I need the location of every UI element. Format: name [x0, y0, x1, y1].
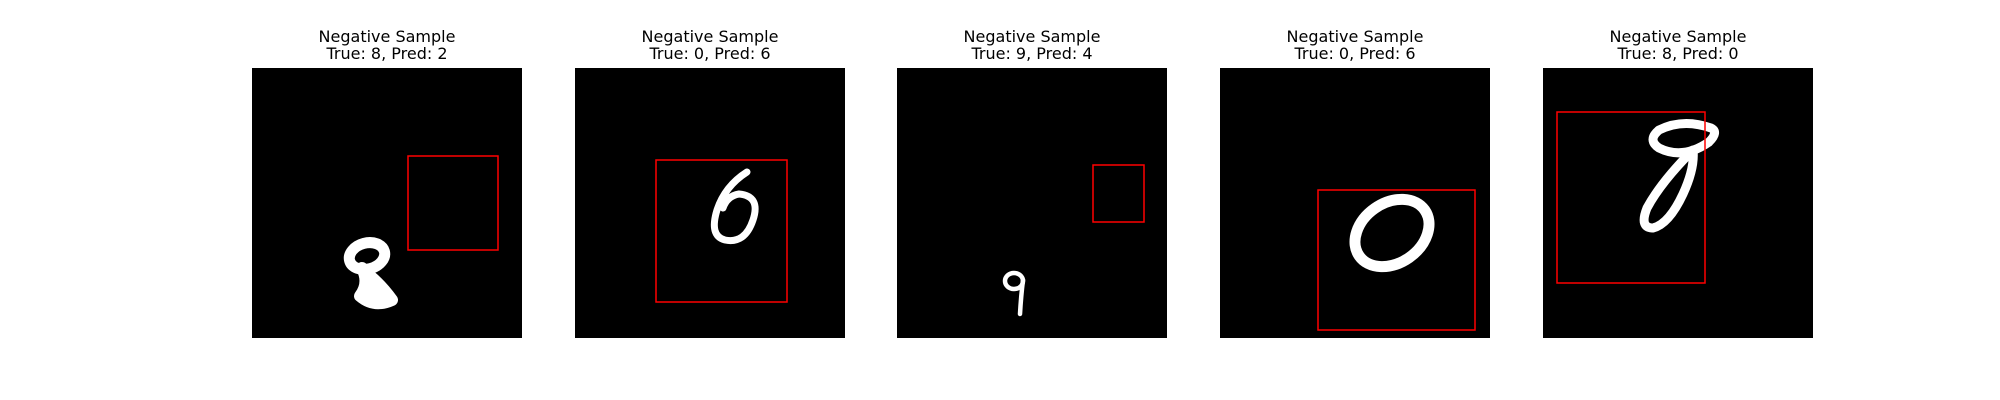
sample-image [897, 68, 1167, 338]
sample-panel-1: Negative Sample True: 8, Pred: 2 [252, 0, 522, 400]
digit-canvas [1556, 111, 1719, 284]
panel-heading: Negative Sample [1609, 27, 1747, 46]
panel-title: Negative Sample True: 8, Pred: 2 [252, 28, 522, 62]
digit-8-shape [343, 237, 398, 310]
panel-label: True: 0, Pred: 6 [1294, 44, 1416, 63]
panel-heading: Negative Sample [318, 27, 456, 46]
sample-panel-4: Negative Sample True: 0, Pred: 6 [1220, 0, 1490, 400]
sample-panel-2: Negative Sample True: 0, Pred: 6 [575, 0, 845, 400]
sample-image [1543, 68, 1813, 338]
attention-box [655, 159, 788, 303]
panel-heading: Negative Sample [963, 27, 1101, 46]
panel-title: Negative Sample True: 0, Pred: 6 [1220, 28, 1490, 62]
attention-box [1317, 189, 1476, 331]
digit-9-shape [1002, 270, 1026, 317]
panel-label: True: 9, Pred: 4 [971, 44, 1093, 63]
attention-box [1092, 164, 1145, 223]
attention-box [407, 155, 499, 251]
digit-0-shape [710, 168, 759, 245]
digit-8-shape [1639, 119, 1719, 233]
panel-heading: Negative Sample [641, 27, 779, 46]
sample-panel-5: Negative Sample True: 8, Pred: 0 [1543, 0, 1813, 400]
digit-canvas [1002, 164, 1145, 317]
attention-box [1556, 111, 1706, 284]
sample-image [252, 68, 522, 338]
sample-image [575, 68, 845, 338]
panel-label: True: 0, Pred: 6 [649, 44, 771, 63]
digit-0-shape [1349, 193, 1435, 273]
panel-heading: Negative Sample [1286, 27, 1424, 46]
panel-label: True: 8, Pred: 2 [326, 44, 448, 63]
digit-canvas [655, 159, 788, 303]
panel-label: True: 8, Pred: 0 [1617, 44, 1739, 63]
digit-canvas [343, 155, 499, 310]
panel-title: Negative Sample True: 0, Pred: 6 [575, 28, 845, 62]
sample-image [1220, 68, 1490, 338]
panel-title: Negative Sample True: 8, Pred: 0 [1543, 28, 1813, 62]
sample-panel-3: Negative Sample True: 9, Pred: 4 [897, 0, 1167, 400]
panel-title: Negative Sample True: 9, Pred: 4 [897, 28, 1167, 62]
digit-canvas [1317, 189, 1476, 331]
